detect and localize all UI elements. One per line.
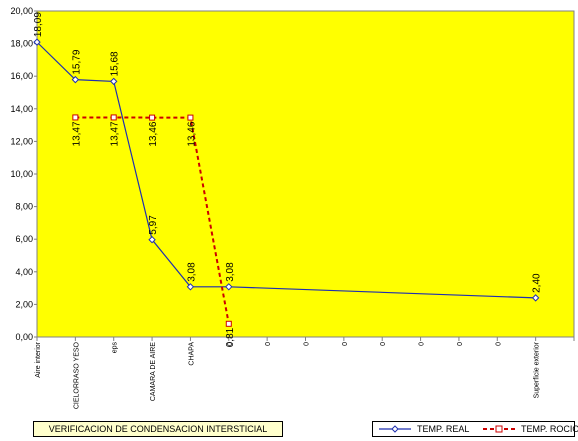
x-tick-label: eps (112, 342, 119, 354)
x-tick-label: Aire interior (35, 341, 42, 377)
x-tick-label: 0 (419, 342, 426, 346)
x-tick-label: 0 (304, 342, 311, 346)
plot-area (36, 10, 575, 338)
x-tick-label: CIELORRASO YESO (73, 341, 80, 409)
data-label: 15,68 (110, 51, 121, 76)
series-layer (33, 38, 540, 327)
data-point (531, 294, 540, 302)
y-tick-label: 2,00 (15, 299, 33, 309)
data-point (225, 283, 233, 291)
data-labels: 18,09 15,79 15,68 5,97 3,08 3,08 2,40 13,47 13,4… (33, 12, 543, 348)
data-point (186, 283, 195, 291)
x-tick-label: CAMARA DE AIRE (150, 342, 157, 401)
data-label: 3,08 (225, 262, 236, 282)
x-tick-label: 0 (495, 342, 502, 346)
data-label: 13,47 (110, 121, 121, 146)
data-label: 18,09 (33, 12, 44, 37)
data-point (72, 114, 79, 121)
y-tick-label: 18,00 (10, 39, 33, 49)
x-tick-label: 0 (227, 342, 234, 346)
y-tick-label: 14,00 (10, 104, 33, 114)
x-tick-label: 0 (342, 342, 349, 346)
legend-swatch-real (379, 425, 411, 433)
legend-swatch-rocio (483, 425, 515, 433)
legend: TEMP. REAL TEMP. ROCIO (372, 421, 578, 437)
data-point (148, 235, 156, 244)
y-tick-label: 10,00 (10, 169, 33, 179)
y-tick-label: 20,00 (10, 6, 33, 16)
data-point (110, 114, 117, 121)
x-tick-label: 0 (265, 342, 272, 346)
data-label: 13,46 (148, 121, 159, 146)
legend-label-real: TEMP. REAL (417, 424, 470, 434)
y-tick-label: 6,00 (15, 234, 33, 244)
data-label: 13,46 (186, 121, 197, 146)
legend-label-rocio: TEMP. ROCIO (521, 424, 578, 434)
y-tick-label: 16,00 (10, 71, 33, 81)
y-tick-label: 12,00 (10, 136, 33, 146)
data-label: 13,47 (71, 121, 82, 146)
data-point (110, 77, 118, 86)
data-label: 3,08 (186, 262, 197, 282)
x-tick-label: 0 (457, 342, 464, 346)
data-point (71, 75, 80, 84)
data-point (33, 38, 41, 46)
data-label: 5,97 (148, 215, 159, 235)
y-tick-label: 4,00 (15, 267, 33, 277)
y-tick-label: 0,00 (15, 332, 33, 342)
x-tick-label: 0 (380, 342, 387, 346)
data-point (187, 114, 194, 121)
series-line-rocio (75, 116, 230, 324)
axes: 0,00 2,00 4,00 6,00 8,00 10,00 12,00 14,00 16,00… (10, 6, 575, 409)
data-point (149, 114, 156, 121)
y-tick-label: 8,00 (15, 202, 33, 212)
data-label: 15,79 (71, 49, 82, 74)
x-tick-label: Superficie exterior (534, 341, 541, 398)
x-tick-label: CHAPA (188, 342, 195, 366)
data-label: 2,40 (532, 273, 543, 293)
data-label: 0,81 (225, 327, 236, 347)
chart-caption: VERIFICACION DE CONDENSACION INTERSTICIA… (33, 421, 283, 437)
data-point (225, 320, 232, 327)
